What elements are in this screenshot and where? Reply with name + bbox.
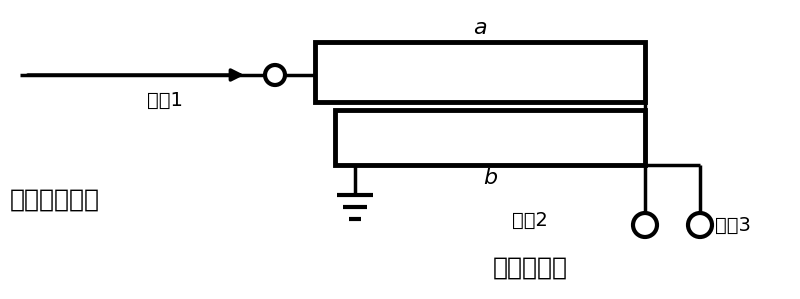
Text: 平衡端输出: 平衡端输出 [493,256,567,280]
Text: 端口1: 端口1 [147,91,183,109]
Circle shape [633,213,657,237]
Text: a: a [473,18,487,38]
Text: 端口3: 端口3 [715,216,751,234]
Circle shape [265,65,285,85]
Text: b: b [483,168,497,188]
Text: 非平衡端输入: 非平衡端输入 [10,188,100,212]
Bar [335,110,645,165]
Bar [315,42,645,102]
Circle shape [688,213,712,237]
Text: 端口2: 端口2 [512,210,548,230]
